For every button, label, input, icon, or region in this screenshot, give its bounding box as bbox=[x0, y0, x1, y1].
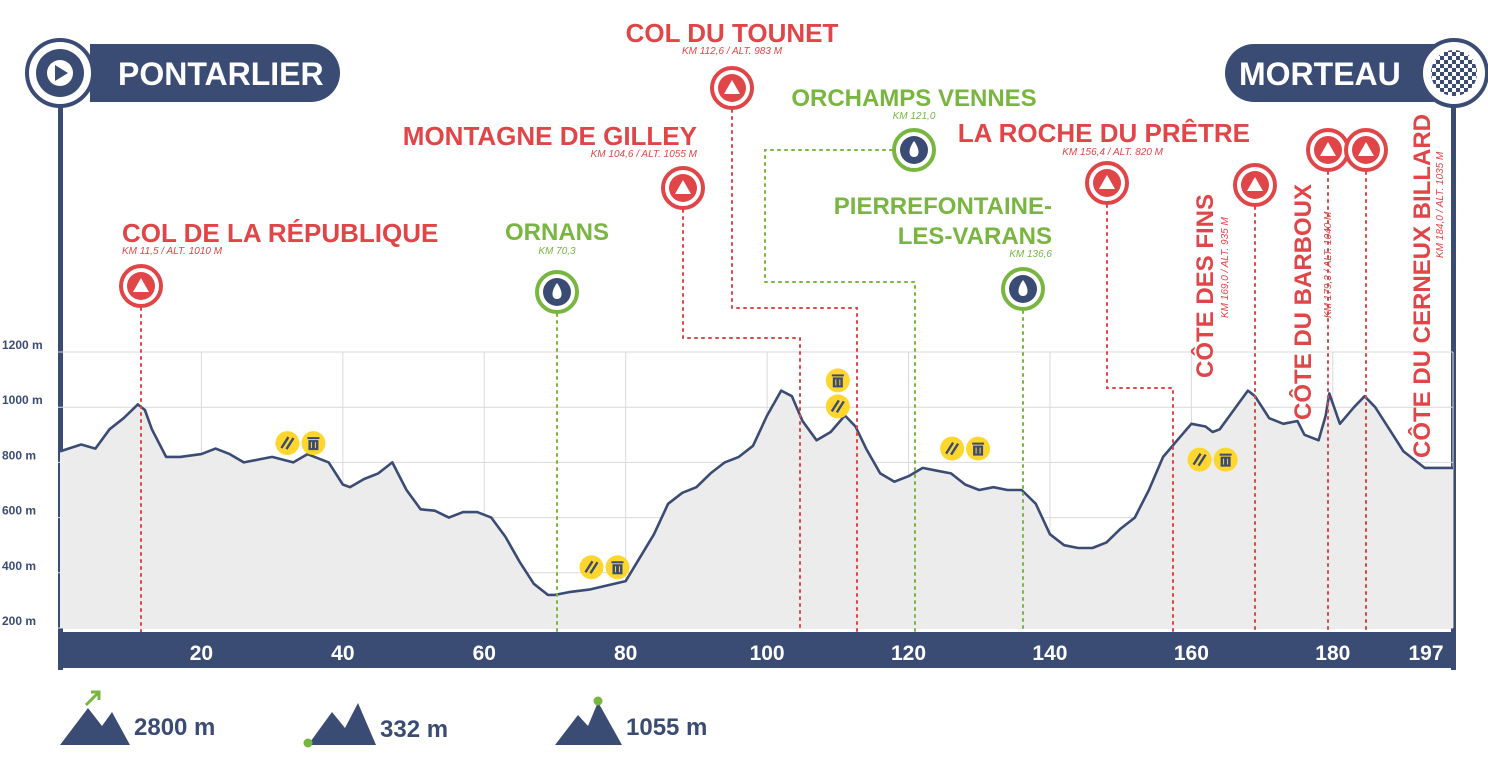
climb-info: KM 169,0 / ALT. 935 M bbox=[1220, 217, 1231, 318]
finish-town: MORTEAU bbox=[1239, 56, 1401, 92]
start-banner: PONTARLIER bbox=[25, 38, 340, 108]
x-tick-label: 40 bbox=[331, 642, 354, 665]
climb-info: KM 184,0 / ALT. 1035 M bbox=[1435, 151, 1446, 258]
stat-elevation-gain-value: 2800 m bbox=[134, 714, 215, 741]
sprint-name: ORNANS bbox=[505, 219, 609, 246]
elevation-gain-icon bbox=[60, 690, 130, 745]
climb-icon bbox=[1306, 128, 1350, 172]
stat-min-altitude-value: 332 m bbox=[380, 716, 448, 743]
x-tick-label: 100 bbox=[750, 642, 785, 665]
x-tick-label: 120 bbox=[891, 642, 926, 665]
elevation-profile-line bbox=[59, 389, 1453, 597]
climb-icon bbox=[1344, 128, 1388, 172]
climb-name: MONTAGNE DE GILLEY bbox=[403, 121, 697, 151]
start-line bbox=[58, 90, 63, 670]
climb-icon bbox=[661, 166, 705, 210]
climb-icon bbox=[710, 66, 754, 110]
y-tick-label: 800 m bbox=[2, 448, 36, 462]
checkered-flag-icon bbox=[1431, 50, 1477, 96]
sprint-icon bbox=[535, 270, 579, 314]
x-tick-label: 80 bbox=[614, 642, 637, 665]
climb-info: KM 104,6 / ALT. 1055 M bbox=[591, 149, 698, 160]
trash-icon bbox=[605, 555, 630, 580]
climb-name: CÔTE DU BARBOUX bbox=[1289, 184, 1317, 420]
sprint-name: ORCHAMPS VENNES bbox=[791, 85, 1036, 112]
x-axis-bar bbox=[60, 632, 1456, 668]
marker-connector bbox=[1106, 204, 1174, 633]
stat-min-altitude: 332 m bbox=[303, 703, 448, 748]
flask-icon bbox=[940, 436, 965, 461]
trash-icon bbox=[301, 431, 326, 456]
trash-icon bbox=[966, 436, 991, 461]
marker-connector bbox=[764, 149, 916, 633]
flask-icon bbox=[1187, 447, 1212, 472]
x-tick-label: 140 bbox=[1032, 642, 1067, 665]
y-tick-label: 1200 m bbox=[2, 338, 43, 352]
climb-icon bbox=[1233, 163, 1277, 207]
min-altitude-icon bbox=[303, 703, 376, 748]
finish-banner: MORTEAU bbox=[1225, 38, 1488, 108]
trash-icon bbox=[825, 368, 850, 393]
x-tick-label: 197 bbox=[1408, 642, 1443, 665]
climb-icon bbox=[119, 264, 163, 308]
y-axis: 1200 m 1000 m 800 m 600 m 400 m 200 m bbox=[2, 338, 43, 628]
sprint-info: KM 136,6 bbox=[1009, 249, 1052, 260]
climb-name: CÔTE DES FINS bbox=[1191, 194, 1219, 378]
feed-zones bbox=[275, 368, 1238, 580]
climb-info: KM 112,6 / ALT. 983 M bbox=[682, 46, 783, 57]
climb-name: COL DE LA RÉPUBLIQUE bbox=[122, 218, 438, 248]
start-town: PONTARLIER bbox=[118, 56, 324, 92]
y-tick-label: 1000 m bbox=[2, 393, 43, 407]
sprint-name: PIERREFONTAINE- bbox=[834, 193, 1052, 220]
stat-max-altitude-value: 1055 m bbox=[626, 714, 707, 741]
stat-elevation-gain: 2800 m bbox=[60, 690, 215, 745]
play-icon bbox=[47, 60, 73, 86]
elevation-profile-area bbox=[60, 390, 1453, 628]
marker-connectors bbox=[140, 109, 1367, 633]
x-axis: 20 40 60 80 100 120 140 160 180 197 bbox=[190, 642, 1444, 665]
sprint-info: KM 70,3 bbox=[538, 246, 576, 257]
sprint-info: KM 121,0 bbox=[893, 111, 936, 122]
x-tick-label: 160 bbox=[1174, 642, 1209, 665]
climb-info: KM 11,5 / ALT. 1010 M bbox=[122, 246, 223, 257]
climb-info: KM 179,3 / ALT. 1040 M bbox=[1323, 211, 1334, 318]
marker-connector bbox=[682, 209, 801, 633]
climb-icon bbox=[1085, 161, 1129, 205]
sprint-icon bbox=[892, 128, 936, 172]
y-tick-label: 200 m bbox=[2, 614, 36, 628]
sprint-icon bbox=[1001, 267, 1045, 311]
climb-name: COL DU TOUNET bbox=[626, 18, 839, 48]
flask-icon bbox=[275, 431, 300, 456]
max-altitude-icon bbox=[555, 696, 622, 745]
y-tick-label: 600 m bbox=[2, 504, 36, 518]
climb-name: CÔTE DU CERNEUX BILLARD bbox=[1408, 114, 1436, 458]
trash-icon bbox=[1213, 447, 1238, 472]
marker-connector bbox=[731, 109, 858, 633]
flask-icon bbox=[825, 394, 850, 419]
climb-info: KM 156,4 / ALT. 820 M bbox=[1062, 147, 1163, 158]
x-tick-label: 60 bbox=[473, 642, 496, 665]
x-tick-label: 20 bbox=[190, 642, 213, 665]
stat-max-altitude: 1055 m bbox=[555, 696, 707, 745]
y-tick-label: 400 m bbox=[2, 559, 36, 573]
x-tick-label: 180 bbox=[1315, 642, 1350, 665]
sprint-name: LES-VARANS bbox=[898, 223, 1052, 250]
flask-icon bbox=[579, 555, 604, 580]
climb-name: LA ROCHE DU PRÊTRE bbox=[958, 118, 1250, 148]
